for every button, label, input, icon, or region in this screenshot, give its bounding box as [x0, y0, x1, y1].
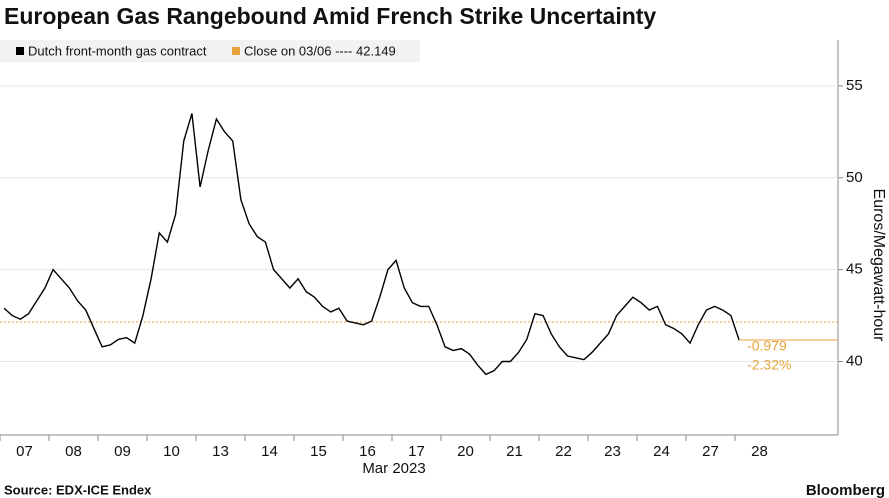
x-tick-label: 28 — [751, 443, 768, 460]
x-tick-label: 15 — [310, 443, 327, 460]
legend-label: Close on 03/06 ---- 42.149 — [244, 43, 396, 58]
series-line — [3, 113, 740, 376]
x-tick-label: 08 — [65, 443, 82, 460]
y-axis-label: Euros/Megawatt-hour — [870, 189, 887, 343]
chart-title: European Gas Rangebound Amid French Stri… — [4, 3, 656, 29]
legend-swatch — [16, 47, 24, 55]
brand: Bloomberg — [806, 482, 885, 498]
x-tick-label: 24 — [653, 443, 670, 460]
x-tick-label: 22 — [555, 443, 572, 460]
y-tick-label: 45 — [846, 261, 863, 278]
x-tick-label: 14 — [261, 443, 278, 460]
x-tick-label: 07 — [16, 443, 33, 460]
x-tick-label: 09 — [114, 443, 131, 460]
y-tick-label: 50 — [846, 169, 863, 186]
legend-box — [0, 40, 420, 62]
source: Source: EDX-ICE Endex — [4, 482, 152, 497]
x-axis-label: Mar 2023 — [362, 460, 425, 477]
y-tick-label: 55 — [846, 77, 863, 94]
x-tick-label: 16 — [359, 443, 376, 460]
x-tick-label: 20 — [457, 443, 474, 460]
x-tick-label: 13 — [212, 443, 229, 460]
x-tick-label: 21 — [506, 443, 523, 460]
change-label: -0.979 — [747, 338, 787, 354]
x-tick-label: 10 — [163, 443, 180, 460]
y-tick-label: 40 — [846, 352, 863, 369]
legend-label: Dutch front-month gas contract — [28, 43, 207, 58]
legend-swatch — [232, 47, 240, 55]
change-label: -2.32% — [747, 357, 791, 373]
x-tick-label: 27 — [702, 443, 719, 460]
x-tick-label: 23 — [604, 443, 621, 460]
x-tick-label: 17 — [408, 443, 425, 460]
